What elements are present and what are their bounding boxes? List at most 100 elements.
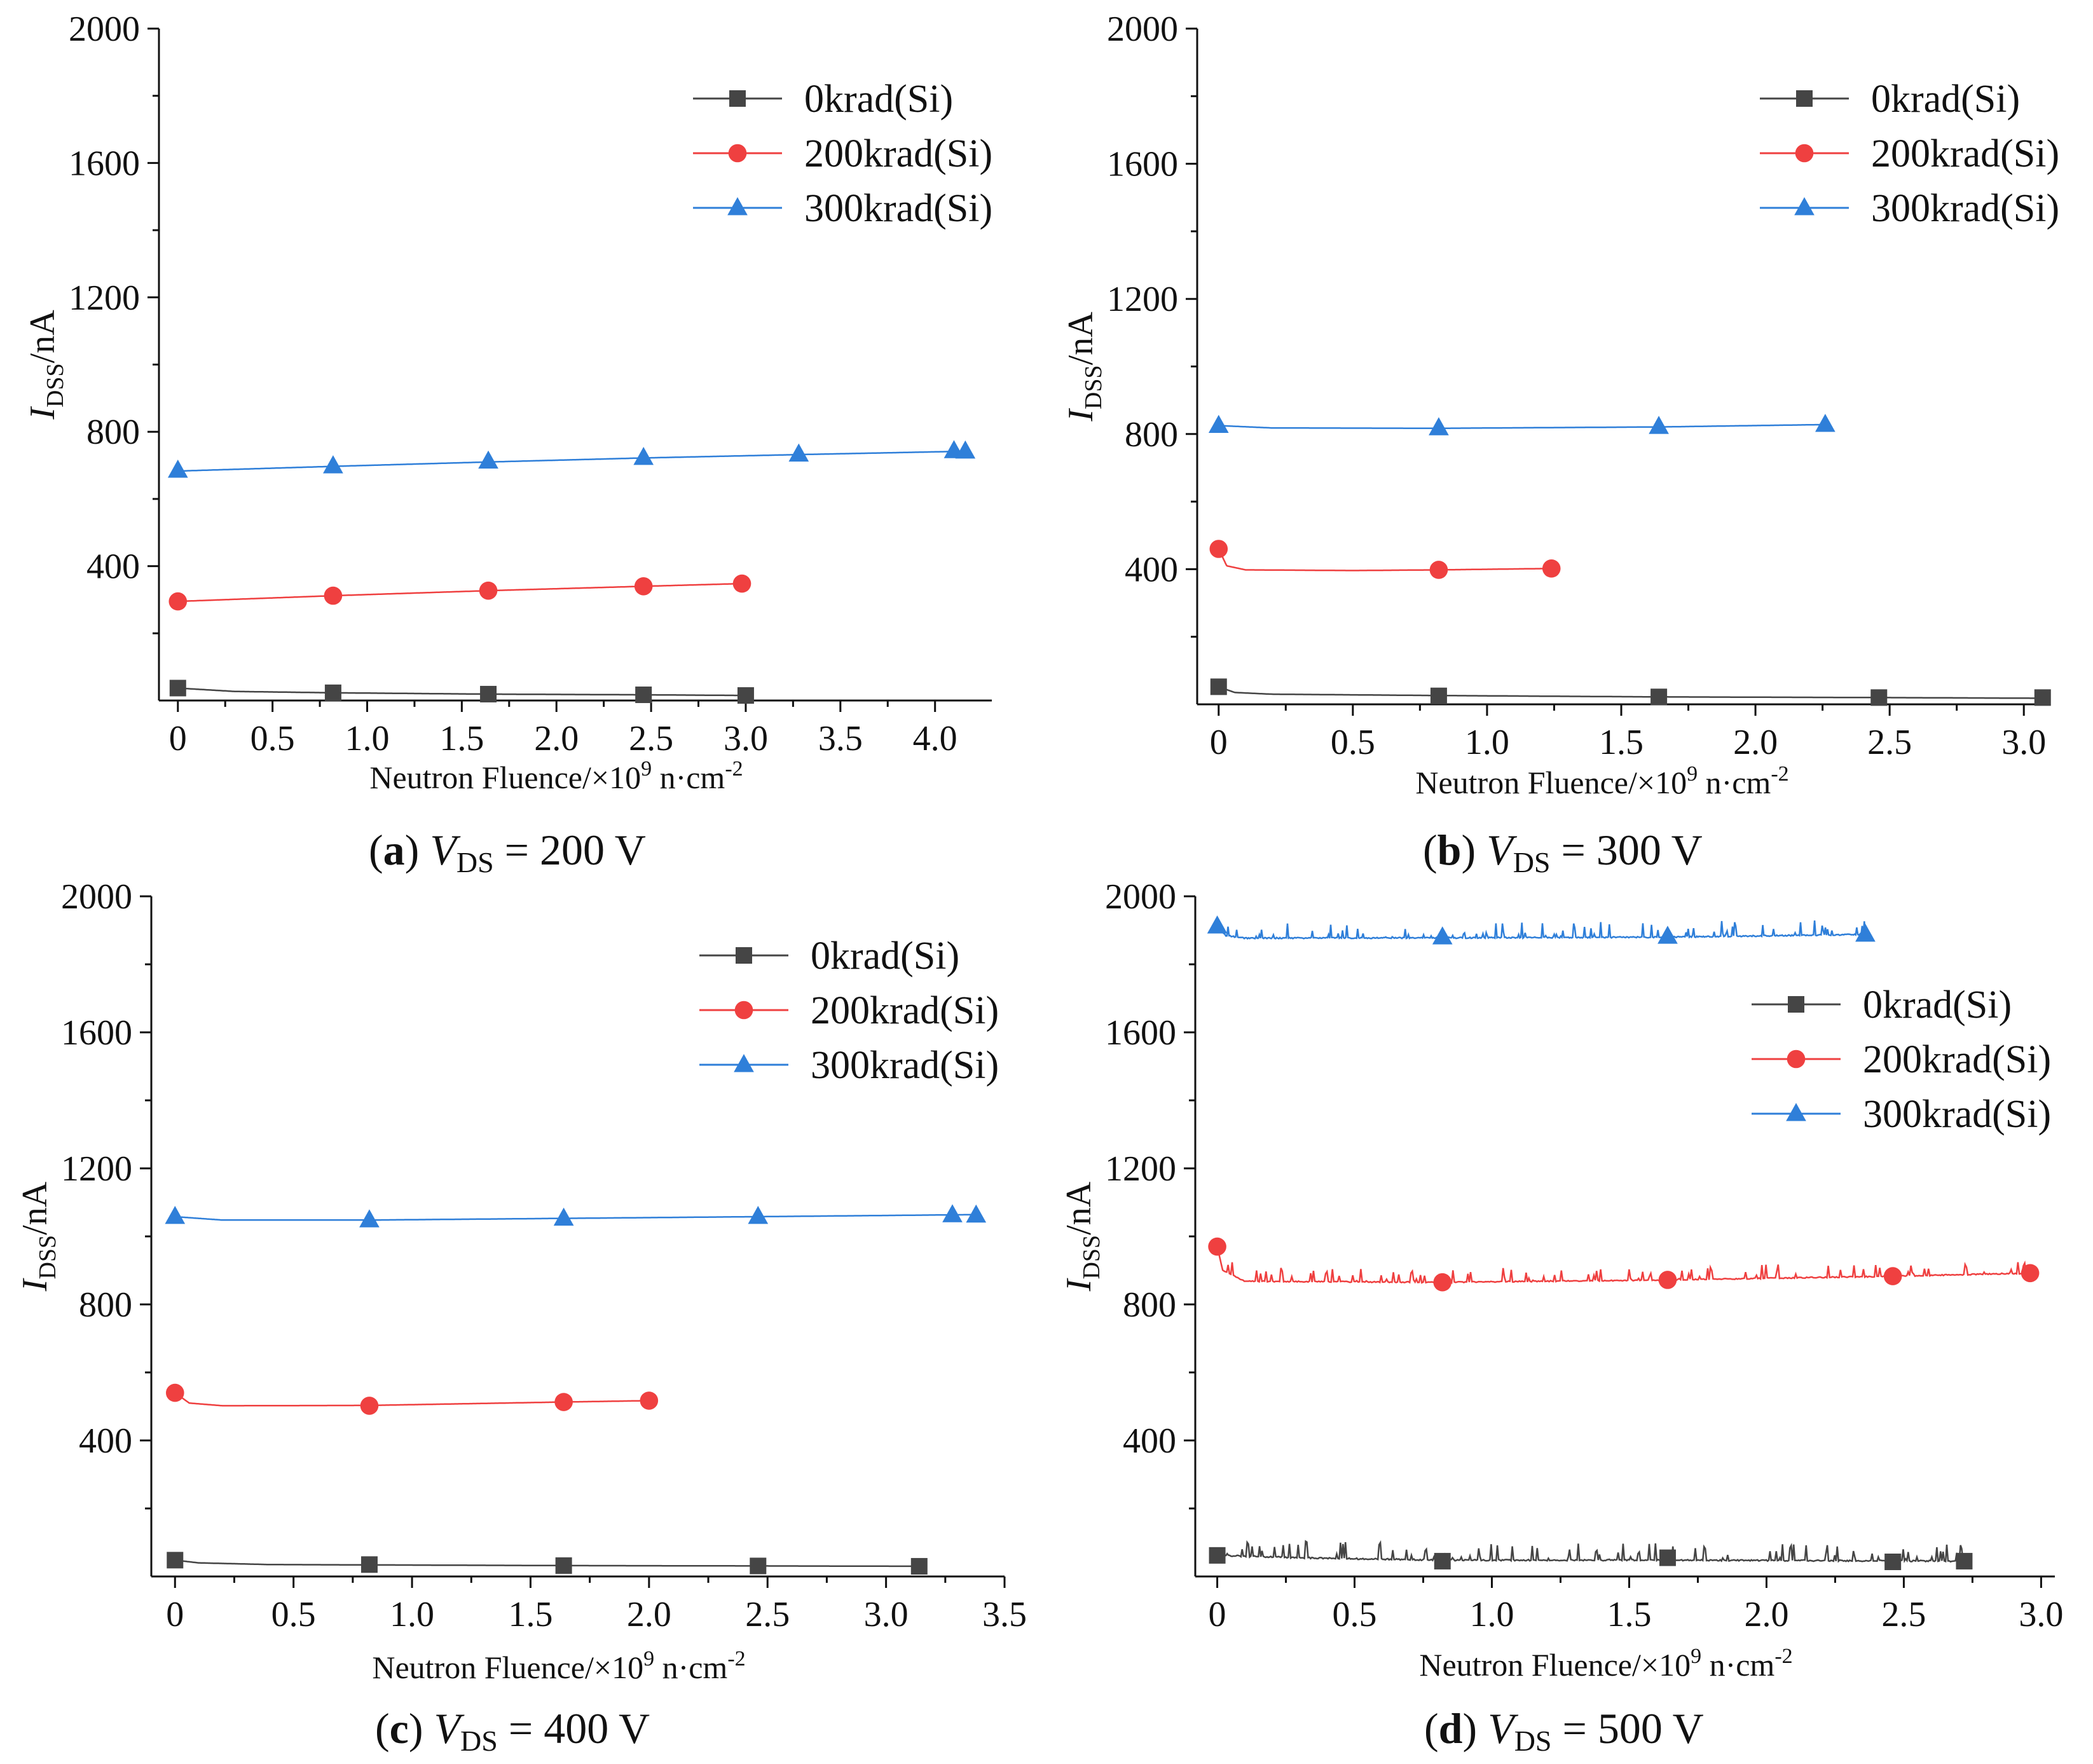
y-tick-label: 800 bbox=[1123, 1285, 1176, 1325]
legend-label: 0krad(Si) bbox=[811, 934, 959, 978]
x-tick-label: 2.0 bbox=[627, 1595, 671, 1634]
caption-paren-close: ) bbox=[409, 1704, 434, 1753]
data-point bbox=[1433, 1273, 1452, 1292]
x-axis-label-main: Neutron Fluence/×10 bbox=[372, 1650, 643, 1685]
data-point bbox=[165, 1383, 184, 1402]
legend-marker bbox=[734, 1054, 754, 1072]
y-tick-label: 2000 bbox=[61, 877, 132, 917]
data-point bbox=[788, 443, 809, 462]
series-0krad(Si) bbox=[167, 1552, 928, 1575]
legend-label: 300krad(Si) bbox=[1863, 1093, 2051, 1136]
y-axis-label: IDSS/nA bbox=[1059, 1181, 1105, 1292]
data-point bbox=[1650, 688, 1668, 706]
legend: 0krad(Si) 200krad(Si) 300krad(Si) bbox=[1760, 78, 2059, 230]
caption-letter: c bbox=[390, 1704, 409, 1753]
panel-caption: (d) VDS = 500 V bbox=[1424, 1704, 1704, 1757]
y-axis-label: IDSS/nA bbox=[23, 310, 69, 420]
data-point bbox=[1659, 1549, 1676, 1566]
y-axis-label-main: I bbox=[15, 1278, 55, 1292]
caption-letter: b bbox=[1438, 826, 1462, 874]
x-axis-label-main: Neutron Fluence/×10 bbox=[1415, 765, 1687, 800]
series-0krad(Si) bbox=[1209, 1540, 1973, 1570]
y-tick-label: 1600 bbox=[61, 1013, 132, 1053]
x-tick-label: 0.5 bbox=[250, 719, 295, 758]
x-tick-label: 0.5 bbox=[271, 1595, 316, 1634]
caption-value: = 300 V bbox=[1551, 826, 1703, 874]
data-point bbox=[2034, 689, 2051, 706]
y-tick-label: 2000 bbox=[69, 10, 140, 49]
x-axis-label: Neutron Fluence/×109 n·cm-2 bbox=[369, 757, 743, 795]
caption-letter: a bbox=[383, 826, 405, 874]
y-axis-label-main: I bbox=[23, 406, 62, 420]
data-point bbox=[323, 455, 343, 474]
data-point bbox=[324, 586, 343, 605]
series-line bbox=[1218, 548, 1552, 571]
y-tick-label: 1200 bbox=[61, 1149, 132, 1189]
series-line bbox=[1218, 423, 1825, 430]
caption-value: = 400 V bbox=[498, 1704, 650, 1753]
data-point bbox=[1883, 1267, 1902, 1285]
data-point bbox=[165, 1206, 186, 1224]
series-300krad(Si) bbox=[165, 1204, 987, 1227]
panel-caption: (a) VDS = 200 V bbox=[369, 826, 646, 879]
x-axis-label: Neutron Fluence/×109 n·cm-2 bbox=[1415, 762, 1788, 800]
x-tick-label: 2.5 bbox=[1867, 723, 1912, 762]
data-point bbox=[478, 450, 498, 469]
x-axis-label: Neutron Fluence/×109 n·cm-2 bbox=[1419, 1644, 1792, 1683]
x-tick-label: 3.5 bbox=[982, 1595, 1027, 1634]
series-line bbox=[1216, 920, 1867, 940]
legend: 0krad(Si) 200krad(Si) 300krad(Si) bbox=[693, 78, 992, 230]
series-line bbox=[175, 1214, 977, 1221]
y-axis-label-unit: /nA bbox=[1061, 311, 1101, 366]
y-axis-label-sub: DSS bbox=[1078, 1235, 1105, 1280]
x-axis-label-sup2: -2 bbox=[727, 1647, 745, 1671]
series-line bbox=[177, 450, 966, 472]
legend-marker bbox=[728, 144, 747, 163]
x-tick-label: 3.0 bbox=[724, 719, 768, 758]
y-tick-label: 400 bbox=[86, 547, 140, 587]
y-tick-label: 400 bbox=[1125, 550, 1178, 589]
legend-marker bbox=[729, 90, 746, 107]
legend-marker bbox=[1787, 1050, 1806, 1069]
x-tick-label: 1.5 bbox=[439, 719, 484, 758]
data-point bbox=[750, 1557, 767, 1575]
series-line bbox=[1217, 1540, 1965, 1564]
series-0krad(Si) bbox=[1210, 678, 2051, 706]
x-tick-label: 3.0 bbox=[2001, 723, 2046, 762]
x-axis-label-main: Neutron Fluence/×10 bbox=[369, 760, 641, 795]
legend-label: 200krad(Si) bbox=[811, 989, 999, 1032]
y-axis-label-sub: DSS bbox=[42, 363, 69, 407]
y-axis-label: IDSS/nA bbox=[1061, 311, 1107, 422]
legend-marker bbox=[727, 197, 748, 215]
series-300krad(Si) bbox=[1207, 915, 1876, 945]
caption-paren-open: ( bbox=[375, 1704, 390, 1753]
series-200krad(Si) bbox=[1209, 540, 1561, 579]
data-point bbox=[737, 687, 754, 704]
data-point bbox=[553, 1207, 574, 1226]
x-tick-label: 4.0 bbox=[913, 719, 957, 758]
x-tick-label: 3.0 bbox=[864, 1595, 909, 1634]
data-point bbox=[554, 1393, 573, 1411]
data-point bbox=[1815, 413, 1836, 432]
x-axis-label-unit: n·cm bbox=[1698, 765, 1771, 800]
series-0krad(Si) bbox=[169, 680, 754, 704]
caption-letter: d bbox=[1439, 1704, 1463, 1753]
data-point bbox=[1208, 1237, 1226, 1256]
caption-variable: V bbox=[1486, 826, 1518, 874]
data-point bbox=[359, 1209, 380, 1227]
x-tick-label: 2.0 bbox=[1744, 1595, 1788, 1634]
legend-label: 0krad(Si) bbox=[1871, 78, 2020, 121]
data-point bbox=[1884, 1553, 1902, 1570]
data-point bbox=[1956, 1552, 1973, 1569]
caption-paren-open: ( bbox=[1423, 826, 1438, 874]
legend-marker bbox=[1796, 90, 1813, 107]
y-tick-label: 800 bbox=[79, 1285, 132, 1325]
data-point bbox=[1429, 561, 1448, 579]
y-tick-label: 400 bbox=[1123, 1421, 1176, 1461]
data-point bbox=[1210, 678, 1227, 695]
x-tick-label: 2.5 bbox=[745, 1595, 790, 1634]
legend-label: 0krad(Si) bbox=[1863, 983, 2012, 1027]
